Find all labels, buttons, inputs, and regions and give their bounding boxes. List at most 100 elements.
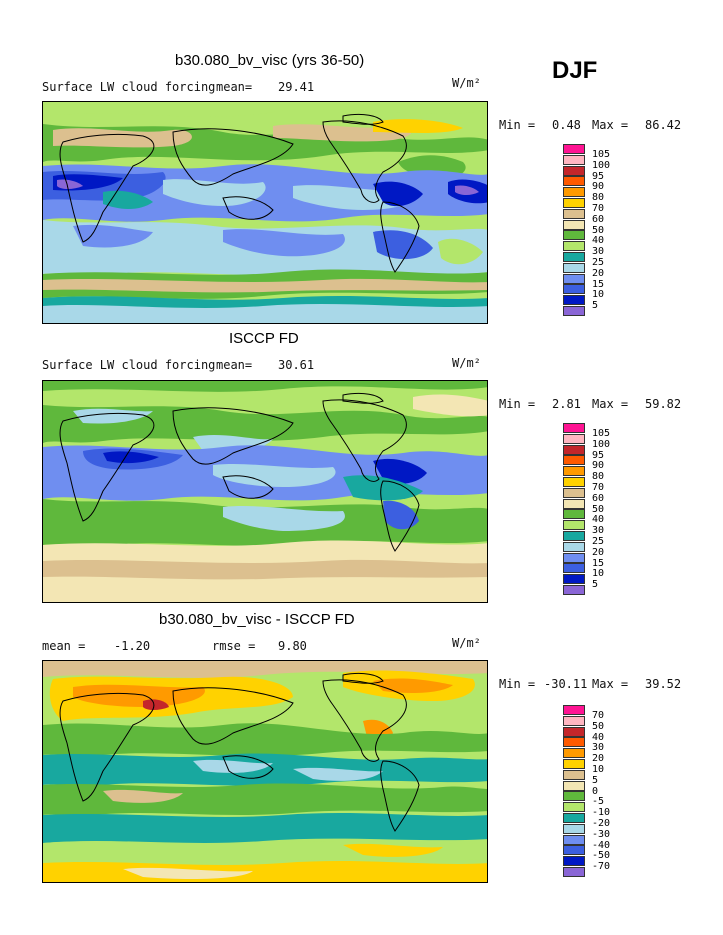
colorbar-swatch <box>563 748 585 759</box>
colorbar-swatch <box>563 823 585 834</box>
colorbar-label: -70 <box>592 861 611 873</box>
colorbar-swatch <box>563 520 585 531</box>
colorbar-label: -30 <box>592 828 611 840</box>
panel-2-max-value: 59.82 <box>645 397 682 411</box>
colorbar-label: 100 <box>592 159 611 171</box>
colorbar-label: 10 <box>592 289 605 301</box>
panel-3-max-value: 39.52 <box>645 677 682 691</box>
colorbar-swatch <box>563 802 585 813</box>
colorbar-label: 30 <box>592 742 605 754</box>
colorbar-label: 20 <box>592 753 605 765</box>
colorbar-label: -10 <box>592 807 611 819</box>
colorbar-label: 60 <box>592 492 605 504</box>
colorbar-label: 60 <box>592 213 605 225</box>
colorbar-label: 30 <box>592 525 605 537</box>
colorbar-label: 15 <box>592 557 605 569</box>
colorbar-swatch <box>563 737 585 748</box>
colorbar-label: 10 <box>592 568 605 580</box>
panel-2-field-label: Surface LW cloud forcing <box>42 358 216 372</box>
panel-1-mean-label: mean= <box>216 80 253 94</box>
colorbar-swatch <box>563 187 585 198</box>
panel-1-mean-value: 29.41 <box>278 80 315 94</box>
colorbar-swatch <box>563 705 585 715</box>
colorbar-swatch <box>563 813 585 823</box>
panel-1-units: W/m² <box>452 76 481 90</box>
colorbar-swatch <box>563 487 585 498</box>
panel-3-mean-label: mean = <box>42 639 86 653</box>
panel-2-title: ISCCP FD <box>229 330 299 347</box>
colorbar-label: 5 <box>592 579 599 591</box>
colorbar-swatch <box>563 477 585 487</box>
panel-2-min-value: 2.81 <box>552 397 581 411</box>
colorbar-label: 70 <box>592 203 605 214</box>
panel-3-rmse-label: rmse = <box>212 639 256 653</box>
colorbar-label: -50 <box>592 850 611 862</box>
colorbar-label: 5 <box>592 774 599 786</box>
colorbar-label: 15 <box>592 278 605 290</box>
colorbar-label: 105 <box>592 149 611 160</box>
panel-2-units: W/m² <box>452 356 481 370</box>
panel-2-min-label: Min = <box>499 397 536 411</box>
panel-1-max-label: Max = <box>592 118 629 132</box>
colorbar-swatch <box>563 585 585 595</box>
colorbar-swatch <box>563 455 585 466</box>
colorbar-swatch <box>563 433 585 444</box>
colorbar-swatch <box>563 306 585 316</box>
colorbar-swatch <box>563 423 585 433</box>
colorbar-swatch <box>563 262 585 273</box>
panel-3-units: W/m² <box>452 636 481 650</box>
colorbar-label: 70 <box>592 482 605 493</box>
colorbar-swatch <box>563 273 585 284</box>
colorbar-swatch <box>563 574 585 585</box>
colorbar-label: 105 <box>592 428 611 439</box>
colorbar-swatch <box>563 715 585 726</box>
panel-3-rmse-value: 9.80 <box>278 639 307 653</box>
colorbar-swatch <box>563 198 585 208</box>
colorbar-label: 70 <box>592 710 605 721</box>
colorbar-swatch <box>563 466 585 477</box>
colorbar-swatch <box>563 726 585 737</box>
colorbar-label: 80 <box>592 471 605 483</box>
colorbar-label: 50 <box>592 503 605 515</box>
panel-3-mean-value: -1.20 <box>114 639 151 653</box>
colorbar-label: -20 <box>592 818 611 829</box>
panel-3-title: b30.080_bv_visc - ISCCP FD <box>159 611 355 628</box>
season-label: DJF <box>552 57 598 84</box>
colorbar-swatch <box>563 144 585 154</box>
panel-3-min-label: Min = <box>499 677 536 691</box>
panel-2-map <box>42 380 488 603</box>
colorbar-label: 95 <box>592 170 605 182</box>
colorbar-label: 95 <box>592 449 605 461</box>
colorbar-swatch <box>563 867 585 877</box>
colorbar-label: 40 <box>592 235 605 247</box>
colorbar-label: 20 <box>592 546 605 558</box>
colorbar-label: 50 <box>592 720 605 732</box>
colorbar-swatch <box>563 509 585 520</box>
colorbar-swatch <box>563 834 585 845</box>
colorbar-swatch <box>563 241 585 252</box>
colorbar-swatch <box>563 531 585 541</box>
panel-2-mean-value: 30.61 <box>278 358 315 372</box>
colorbar-label: 90 <box>592 460 605 472</box>
colorbar-label: 90 <box>592 181 605 193</box>
colorbar-swatch <box>563 780 585 791</box>
panel-1-title: b30.080_bv_visc (yrs 36-50) <box>175 52 365 69</box>
colorbar-label: 30 <box>592 246 605 258</box>
colorbar-swatch <box>563 845 585 856</box>
panel-3-min-value: -30.11 <box>544 677 588 691</box>
colorbar-swatch <box>563 791 585 802</box>
colorbar-swatch <box>563 284 585 295</box>
colorbar-label: 40 <box>592 731 605 743</box>
panel-1-min-value: 0.48 <box>552 118 581 132</box>
colorbar-label: -40 <box>592 839 611 851</box>
colorbar-label: 80 <box>592 192 605 204</box>
panel-3-max-label: Max = <box>592 677 629 691</box>
panel-2-max-label: Max = <box>592 397 629 411</box>
colorbar-label: 25 <box>592 257 605 268</box>
colorbar-label: 0 <box>592 785 599 797</box>
colorbar-label: 10 <box>592 764 605 775</box>
colorbar-swatch <box>563 552 585 563</box>
colorbar-swatch <box>563 230 585 241</box>
colorbar-swatch <box>563 563 585 574</box>
colorbar-swatch <box>563 252 585 262</box>
